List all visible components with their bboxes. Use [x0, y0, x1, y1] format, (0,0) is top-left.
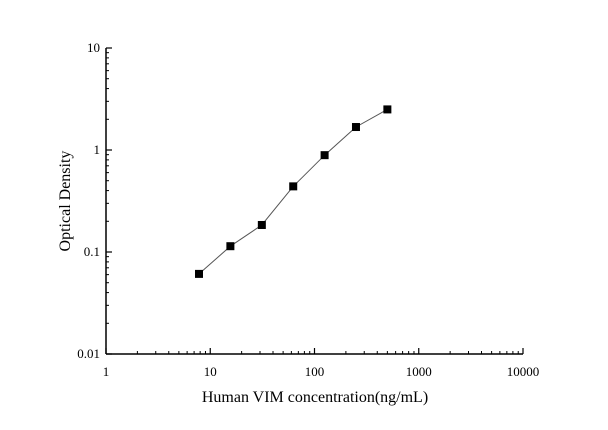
- y-tick-label: 0.1: [84, 244, 100, 259]
- data-point: [226, 242, 235, 251]
- x-axis-label: Human VIM concentration(ng/mL): [202, 389, 428, 406]
- data-point: [289, 182, 298, 191]
- data-point: [195, 269, 204, 278]
- y-tick-label: 10: [87, 40, 100, 55]
- x-tick-label: 1000: [406, 364, 432, 379]
- y-tick-label: 0.01: [77, 346, 100, 361]
- data-point: [351, 123, 360, 132]
- series: [195, 105, 392, 278]
- x-tick-label: 100: [305, 364, 325, 379]
- y-tick-label: 1: [94, 142, 101, 157]
- data-point: [383, 105, 392, 114]
- data-point: [320, 151, 329, 160]
- axes: 1 10 100 1000 10000 0.01 0.1 1 10: [77, 40, 539, 379]
- x-tick-label: 1: [103, 364, 110, 379]
- data-point: [257, 220, 266, 229]
- x-tick-label: 10: [204, 364, 217, 379]
- y-axis-label: Optical Density: [57, 151, 74, 252]
- x-tick-label: 10000: [507, 364, 540, 379]
